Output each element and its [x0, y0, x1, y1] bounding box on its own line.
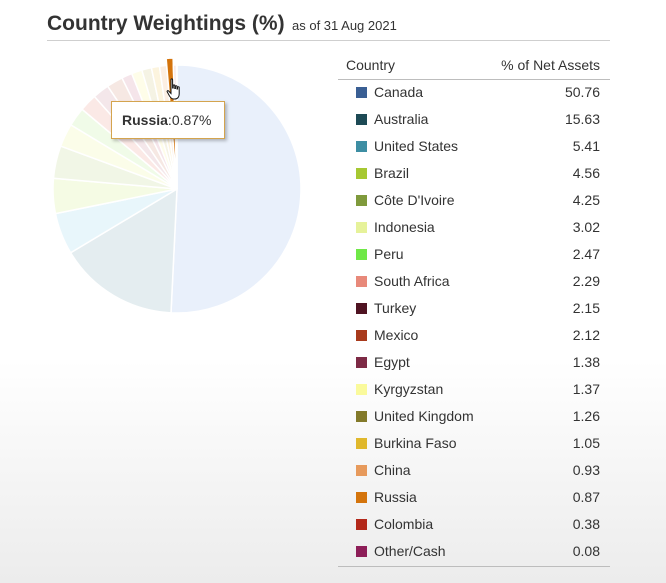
legend-swatch: [356, 114, 367, 125]
table-body: Canada 50.76 Australia 15.63 United States 5.…: [338, 80, 610, 566]
country-value: 1.26: [572, 408, 600, 424]
pie-slice-australia[interactable]: [69, 187, 178, 314]
country-value: 0.87: [572, 489, 600, 505]
table-row[interactable]: Other/Cash 0.08: [338, 539, 610, 566]
country-value: 0.93: [572, 462, 600, 478]
country-value: 15.63: [564, 111, 600, 127]
table-row[interactable]: Burkina Faso 1.05: [338, 431, 610, 458]
slice-tooltip: Russia:0.87%: [111, 101, 225, 139]
country-value: 2.47: [572, 246, 600, 262]
country-value: 1.05: [572, 435, 600, 451]
column-header-value: % of Net Assets: [501, 57, 600, 73]
legend-swatch: [356, 411, 367, 422]
country-value: 2.12: [572, 327, 600, 343]
country-name: United Kingdom: [374, 408, 474, 424]
legend-swatch: [356, 438, 367, 449]
legend-swatch: [356, 141, 367, 152]
table-row[interactable]: Mexico 2.12: [338, 323, 610, 350]
legend-swatch: [356, 546, 367, 557]
legend-swatch: [356, 222, 367, 233]
table-row[interactable]: United States 5.41: [338, 134, 610, 161]
country-name: Egypt: [374, 354, 410, 370]
table-row[interactable]: South Africa 2.29: [338, 269, 610, 296]
country-name: Australia: [374, 111, 429, 127]
country-name: Canada: [374, 84, 424, 100]
table-row[interactable]: United Kingdom 1.26: [338, 404, 610, 431]
table-row[interactable]: Côte D'Ivoire 4.25: [338, 188, 610, 215]
country-value: 3.02: [572, 219, 600, 235]
country-name: Turkey: [374, 300, 417, 316]
legend-swatch: [356, 87, 367, 98]
column-header-country: Country: [346, 57, 396, 73]
country-name: United States: [374, 138, 459, 154]
country-value: 50.76: [564, 84, 600, 100]
chart-title: Country Weightings (%): [47, 12, 285, 35]
country-value: 2.15: [572, 300, 600, 316]
legend-swatch: [356, 249, 367, 260]
table-row[interactable]: Indonesia 3.02: [338, 215, 610, 242]
country-value: 4.56: [572, 165, 600, 181]
table-row[interactable]: Russia 0.87: [338, 485, 610, 512]
legend-swatch: [356, 519, 367, 530]
tooltip-country: Russia: [122, 112, 168, 128]
country-name: Indonesia: [374, 219, 435, 235]
country-value: 2.29: [572, 273, 600, 289]
country-name: Mexico: [374, 327, 419, 343]
table-footer-line: [338, 566, 610, 568]
country-name: South Africa: [374, 273, 450, 289]
country-name: China: [374, 462, 411, 478]
legend-swatch: [356, 492, 367, 503]
table-row[interactable]: Turkey 2.15: [338, 296, 610, 323]
country-name: Kyrgyzstan: [374, 381, 444, 397]
table-row[interactable]: Egypt 1.38: [338, 350, 610, 377]
country-table: Country % of Net Assets Canada 50.76 Austr…: [338, 55, 610, 568]
table-header: Country % of Net Assets: [338, 55, 610, 80]
country-value: 0.38: [572, 516, 600, 532]
country-name: Côte D'Ivoire: [374, 192, 455, 208]
country-name: Brazil: [374, 165, 410, 181]
as-of-date: as of 31 Aug 2021: [292, 18, 397, 33]
country-name: Other/Cash: [374, 543, 446, 559]
country-value: 0.08: [572, 543, 600, 559]
country-name: Russia: [374, 489, 417, 505]
table-row[interactable]: Kyrgyzstan 1.37: [338, 377, 610, 404]
legend-swatch: [356, 276, 367, 287]
legend-swatch: [356, 330, 367, 341]
table-row[interactable]: Australia 15.63: [338, 107, 610, 134]
table-row[interactable]: China 0.93: [338, 458, 610, 485]
table-row[interactable]: Peru 2.47: [338, 242, 610, 269]
table-row[interactable]: Canada 50.76: [338, 80, 610, 107]
legend-swatch: [356, 303, 367, 314]
hand-pointer-icon: [166, 78, 180, 100]
country-value: 4.25: [572, 192, 600, 208]
table-row[interactable]: Colombia 0.38: [338, 512, 610, 539]
country-name: Colombia: [374, 516, 434, 532]
legend-swatch: [356, 168, 367, 179]
legend-swatch: [356, 465, 367, 476]
chart-header: Country Weightings (%) as of 31 Aug 2021: [47, 10, 610, 41]
country-value: 1.38: [572, 354, 600, 370]
tooltip-separator: :: [167, 112, 172, 128]
country-name: Burkina Faso: [374, 435, 457, 451]
table-row[interactable]: Brazil 4.56: [338, 161, 610, 188]
legend-swatch: [356, 384, 367, 395]
country-value: 5.41: [572, 138, 600, 154]
legend-swatch: [356, 357, 367, 368]
country-name: Peru: [374, 246, 404, 262]
country-value: 1.37: [572, 381, 600, 397]
legend-swatch: [356, 195, 367, 206]
tooltip-value: 0.87%: [171, 112, 212, 128]
